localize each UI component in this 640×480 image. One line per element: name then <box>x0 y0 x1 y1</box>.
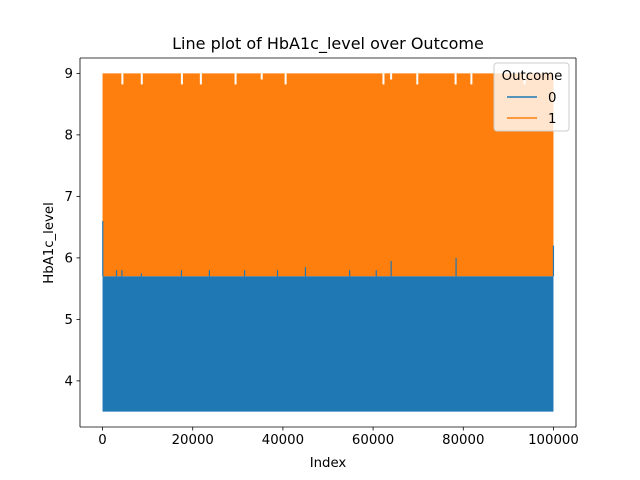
x-tick-label: 80000 <box>442 433 484 448</box>
series-1-dip <box>180 73 183 85</box>
chart-title: Line plot of HbA1c_level over Outcome <box>172 34 484 54</box>
series-1-band <box>102 73 554 277</box>
series-1-dip <box>416 73 419 85</box>
x-tick-label: 0 <box>98 433 106 448</box>
y-axis-ticks: 4 5 6 7 8 9 <box>65 67 80 389</box>
y-axis-label: HbA1c_level <box>42 202 57 284</box>
legend: Outcome 0 1 <box>493 62 570 132</box>
plot-area <box>80 58 576 427</box>
y-tick-label: 9 <box>65 67 73 82</box>
series-1-dip <box>260 73 263 80</box>
x-tick-label: 100000 <box>528 433 579 448</box>
x-tick-label: 40000 <box>262 433 304 448</box>
legend-label-0: 0 <box>548 91 556 106</box>
series-1-dip <box>470 73 473 85</box>
series-1-dip <box>140 73 143 85</box>
series-0-band <box>102 276 554 412</box>
legend-label-1: 1 <box>548 112 556 127</box>
axes-spines <box>79 57 577 428</box>
y-tick-label: 8 <box>65 128 73 143</box>
series-0-line <box>102 220 555 412</box>
y-tick-label: 6 <box>65 251 73 266</box>
x-tick-label: 60000 <box>352 433 394 448</box>
legend-title: Outcome <box>502 69 563 84</box>
series-1-dip <box>382 73 385 85</box>
series-1-dip <box>199 73 202 85</box>
y-tick-label: 7 <box>65 190 73 205</box>
y-tick-label: 4 <box>65 374 73 389</box>
x-axis-label: Index <box>310 456 347 471</box>
series-1-dip <box>454 73 457 85</box>
series-1-dip <box>284 73 287 85</box>
series-1-line <box>102 73 554 277</box>
series-1-dip <box>121 73 124 85</box>
x-axis-ticks: 0 20000 40000 60000 80000 100000 <box>98 427 579 448</box>
x-tick-label: 20000 <box>172 433 214 448</box>
series-1-dip <box>234 73 237 85</box>
y-tick-label: 5 <box>65 313 73 328</box>
series-1-dip <box>390 73 393 80</box>
